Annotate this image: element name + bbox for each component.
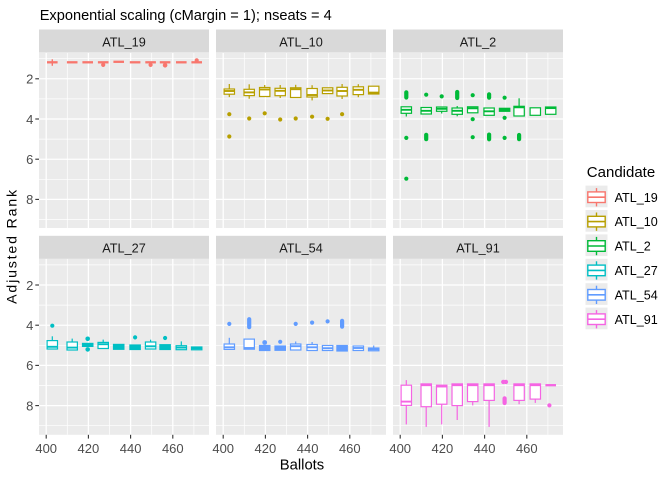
svg-text:440: 440 [120, 441, 142, 456]
svg-text:ATL_91: ATL_91 [456, 242, 500, 256]
svg-text:ATL_54: ATL_54 [615, 288, 658, 302]
svg-text:6: 6 [26, 358, 33, 373]
svg-text:Exponential scaling (cMargin =: Exponential scaling (cMargin = 1); nseat… [40, 8, 332, 24]
svg-text:ATL_10: ATL_10 [615, 215, 658, 229]
svg-text:Adjusted Rank: Adjusted Rank [4, 188, 20, 304]
svg-text:4: 4 [26, 112, 33, 127]
svg-text:ATL_10: ATL_10 [279, 35, 323, 49]
svg-text:400: 400 [212, 441, 234, 456]
svg-text:2: 2 [26, 278, 33, 293]
svg-text:400: 400 [389, 441, 411, 456]
svg-text:460: 460 [516, 441, 538, 456]
svg-text:ATL_2: ATL_2 [460, 35, 496, 49]
svg-text:ATL_54: ATL_54 [279, 242, 323, 256]
svg-text:440: 440 [297, 441, 319, 456]
svg-text:ATL_19: ATL_19 [615, 191, 658, 205]
svg-text:420: 420 [432, 441, 454, 456]
svg-text:420: 420 [78, 441, 100, 456]
svg-text:Ballots: Ballots [280, 457, 324, 473]
svg-text:4: 4 [26, 318, 33, 333]
svg-text:ATL_19: ATL_19 [102, 35, 146, 49]
svg-text:460: 460 [162, 441, 184, 456]
svg-text:8: 8 [26, 192, 33, 207]
svg-text:ATL_91: ATL_91 [615, 313, 658, 327]
svg-text:8: 8 [26, 398, 33, 413]
svg-text:ATL_27: ATL_27 [102, 242, 146, 256]
svg-text:2: 2 [26, 72, 33, 87]
svg-text:460: 460 [339, 441, 361, 456]
svg-text:440: 440 [474, 441, 496, 456]
svg-text:6: 6 [26, 152, 33, 167]
svg-text:400: 400 [35, 441, 57, 456]
svg-text:420: 420 [255, 441, 277, 456]
svg-text:Candidate: Candidate [587, 164, 655, 181]
svg-text:ATL_2: ATL_2 [615, 240, 651, 254]
svg-text:ATL_27: ATL_27 [615, 264, 658, 278]
